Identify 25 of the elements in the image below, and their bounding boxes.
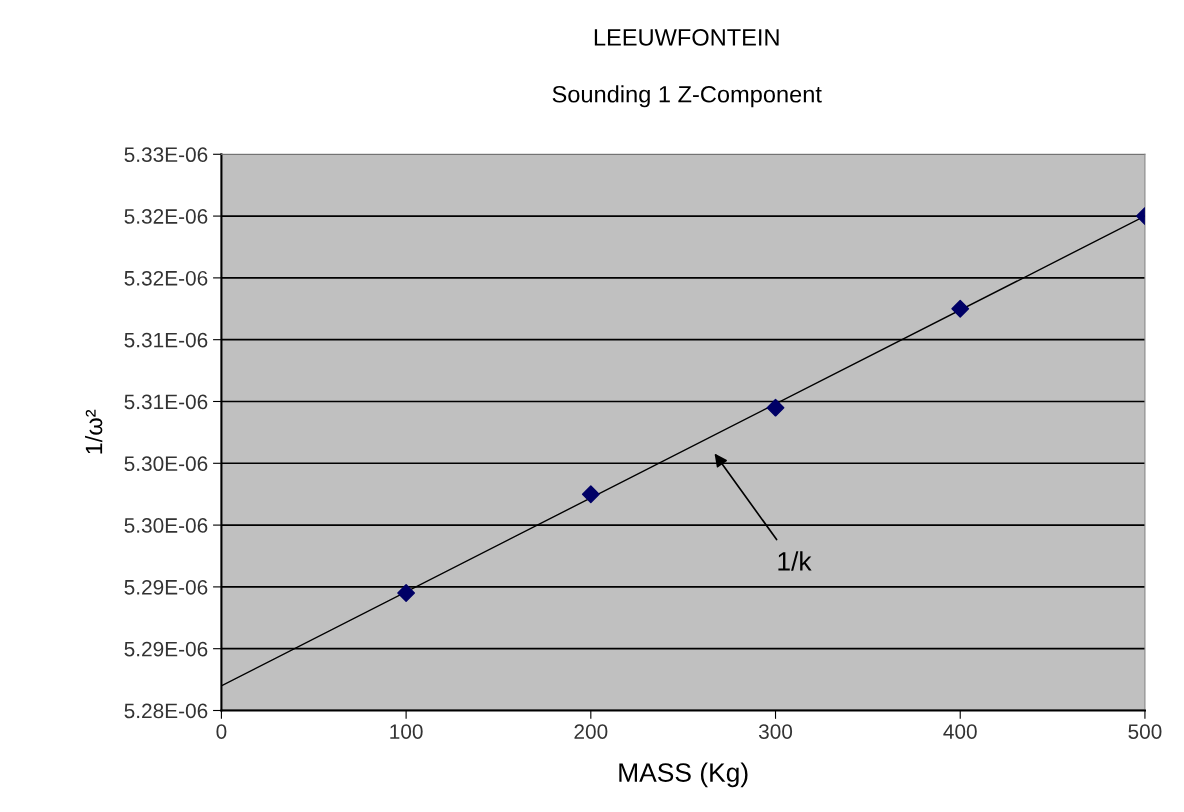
y-tick-label: 5.33E-06 (124, 147, 208, 163)
y-tick-label: 5.29E-06 (124, 641, 208, 657)
annotation: 1/k (778, 551, 812, 571)
point (397, 584, 416, 602)
chart-title: LEEUWFONTEIN (594, 29, 779, 46)
x-tick-label: 200 (574, 724, 608, 739)
x-tick-label: 0 (216, 724, 227, 739)
y-tick-label: 5.32E-06 (124, 209, 208, 224)
x-tick-label: 400 (943, 724, 977, 739)
y-tick-label: 5.31E-06 (124, 332, 208, 348)
x-tick-label: 300 (758, 724, 793, 739)
y-tick-label: 5.29E-06 (124, 579, 208, 595)
chart-subtitle: Sounding 1 Z-Component (552, 85, 822, 108)
y-tick-label: 5.30E-06 (124, 456, 208, 472)
y-tick-label: 5.30E-06 (124, 518, 208, 533)
x-axis-title: MASS (Kg) (619, 762, 748, 788)
point (766, 398, 785, 417)
y-tick-label: 5.28E-06 (124, 703, 208, 719)
y-tick-label: 5.32E-06 (124, 270, 208, 286)
x-tick-label: 100 (390, 724, 423, 739)
y-tick-label: 5.31E-06 (124, 394, 208, 410)
point (581, 485, 600, 504)
x-tick-label: 500 (1128, 724, 1162, 739)
point (951, 299, 970, 318)
y-axis-title: 1/ω² (84, 409, 103, 454)
